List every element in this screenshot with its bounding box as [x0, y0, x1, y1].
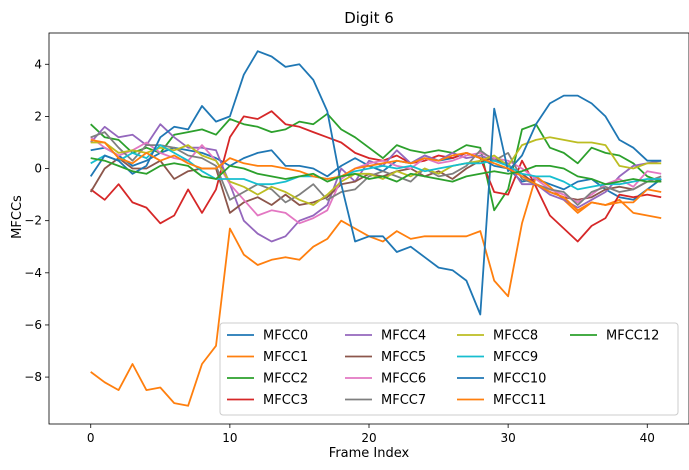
series-line-mfcc0: [90, 146, 662, 201]
series-line-mfcc8: [90, 136, 662, 206]
legend-item-mfcc7: MFCC7: [345, 393, 426, 408]
x-axis-ticks: 0 10 20 30 40: [87, 424, 655, 445]
legend-label: MFCC0: [263, 329, 308, 344]
y-tick-label: 2: [34, 109, 42, 123]
legend-label: MFCC12: [606, 329, 659, 344]
legend-label: MFCC7: [381, 393, 426, 408]
x-tick-label: 20: [361, 431, 376, 445]
y-tick-label: −2: [24, 214, 42, 228]
legend-label: MFCC10: [493, 372, 546, 387]
legend-label: MFCC2: [263, 372, 308, 387]
legend-label: MFCC5: [381, 350, 426, 365]
series-line-mfcc10: [89, 50, 662, 316]
legend-item-mfcc6: MFCC6: [345, 372, 426, 387]
y-axis-label: MFCCs: [10, 195, 25, 239]
x-axis-label: Frame Index: [329, 446, 410, 461]
series-line-mfcc11: [90, 139, 662, 212]
legend-label: MFCC9: [493, 350, 538, 365]
y-tick-label: 4: [34, 57, 42, 71]
y-tick-label: −8: [24, 370, 42, 384]
legend-item-mfcc4: MFCC4: [345, 329, 426, 344]
legend-item-mfcc8: MFCC8: [457, 329, 538, 344]
legend-item-mfcc0: MFCC0: [227, 329, 308, 344]
x-tick-label: 40: [640, 431, 655, 445]
legend-item-mfcc10: MFCC10: [457, 372, 546, 387]
legend-label: MFCC8: [493, 329, 538, 344]
x-tick-label: 10: [222, 431, 237, 445]
legend-label: MFCC4: [381, 329, 426, 344]
legend-item-mfcc5: MFCC5: [345, 350, 426, 365]
series-line-mfcc12: [90, 157, 662, 186]
legend-item-mfcc3: MFCC3: [227, 393, 308, 408]
series-line-mfcc5: [89, 157, 662, 214]
legend-box: [219, 322, 679, 416]
legend-item-mfcc11: MFCC11: [457, 393, 546, 408]
series-line-mfcc7: [90, 131, 662, 206]
legend-label: MFCC11: [493, 393, 546, 408]
legend-label: MFCC1: [263, 350, 308, 365]
legend: MFCC0 MFCC1 MFCC2 MFCC3 MFCC4 MFCC5 MFCC6 MFCC7…: [219, 322, 679, 416]
series-line-mfcc3: [90, 110, 662, 243]
legend-item-mfcc12: MFCC12: [570, 329, 659, 344]
legend-item-mfcc1: MFCC1: [227, 350, 308, 365]
legend-label: MFCC6: [381, 372, 426, 387]
series-line-mfcc2: [90, 112, 662, 212]
chart-title: Digit 6: [344, 9, 394, 27]
y-tick-label: −6: [24, 318, 42, 332]
y-tick-label: 0: [34, 162, 42, 176]
y-axis-ticks: −8 −6 −4 −2 0 2 4: [24, 57, 49, 384]
x-tick-label: 0: [87, 431, 95, 445]
x-tick-label: 30: [500, 431, 515, 445]
legend-item-mfcc9: MFCC9: [457, 350, 538, 365]
series-layer: [89, 50, 662, 407]
legend-item-mfcc2: MFCC2: [227, 372, 308, 387]
y-tick-label: −4: [24, 266, 42, 280]
series-line-mfcc9: [90, 144, 662, 191]
legend-label: MFCC3: [263, 393, 308, 408]
